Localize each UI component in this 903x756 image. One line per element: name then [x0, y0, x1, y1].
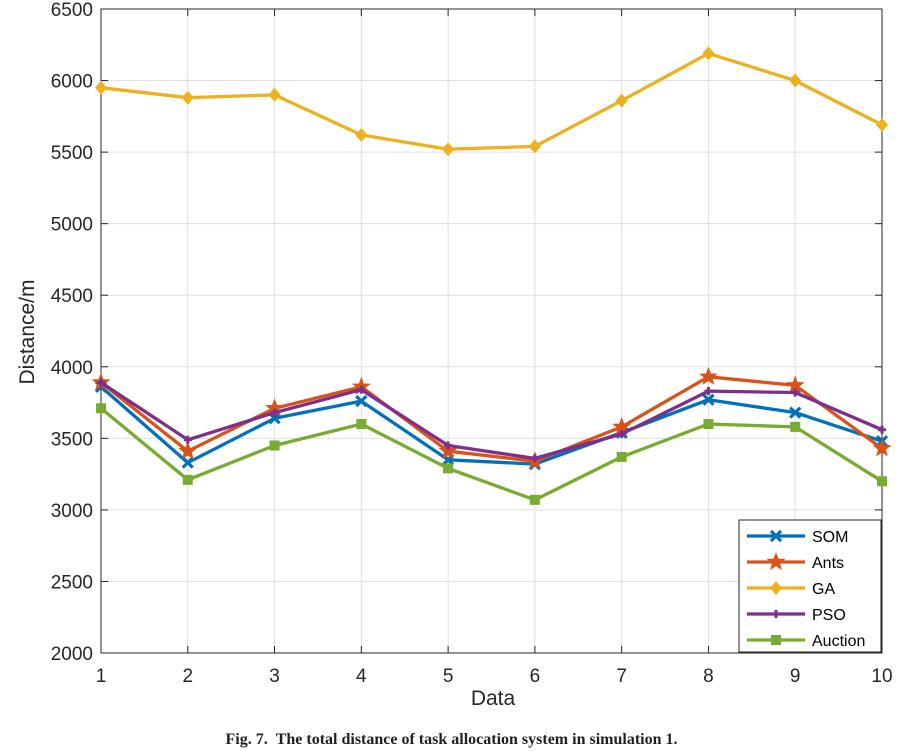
figure-caption: Fig. 7. The total distance of task alloc…: [0, 731, 903, 749]
data-point-auction: [616, 451, 627, 462]
y-tick-label: 4000: [51, 358, 93, 379]
series-line-som: [99, 385, 883, 466]
series-line-ants: [99, 375, 883, 463]
legend-marker-ga: [770, 581, 782, 595]
x-axis-label: Data: [471, 687, 516, 710]
line-chart: 1 2 3 4 5 6 7 8 9 10 2000 2500 3000 3500 4000 4500 5000 5…: [16, 0, 893, 710]
y-tick-label: 5500: [51, 143, 93, 164]
y-tick-label: 3000: [51, 501, 93, 522]
legend-marker-som: [769, 529, 783, 543]
x-tick-label: 5: [443, 666, 454, 687]
data-point-som: [789, 406, 802, 419]
legend-item-ants: Ants: [747, 552, 844, 572]
series-line-auction: [99, 407, 883, 502]
y-tick-label: 2000: [51, 644, 93, 665]
data-point-auction: [443, 463, 454, 474]
data-point-auction: [96, 403, 106, 414]
series-line-pso: [100, 381, 883, 461]
x-tick-label: 4: [356, 666, 367, 687]
data-point-som: [181, 456, 194, 469]
data-point-pso: [617, 430, 626, 439]
series-line-ga: [100, 51, 883, 151]
x-tick-label: 1: [96, 666, 107, 687]
y-tick-label: 3500: [51, 429, 93, 450]
data-point-pso: [704, 387, 713, 396]
series-auction: [96, 403, 887, 505]
data-point-ga: [268, 87, 281, 102]
data-point-pso: [357, 385, 366, 394]
data-point-ants: [699, 366, 718, 385]
series-layer: [91, 46, 892, 505]
series-pso: [97, 378, 886, 463]
data-point-auction: [182, 474, 193, 485]
legend-item-ga: GA: [747, 581, 835, 598]
y-tick-label: 5000: [51, 215, 93, 236]
figure-number: Fig. 7.: [225, 731, 268, 748]
data-point-ga: [702, 46, 715, 61]
legend-item-auction: Auction: [747, 633, 865, 650]
legend-marker-auction: [771, 635, 781, 645]
data-point-auction: [703, 419, 714, 430]
y-tick-label: 4500: [51, 286, 93, 307]
data-point-pso: [183, 435, 192, 444]
caption-text: The total distance of task allocation sy…: [275, 731, 678, 748]
data-point-ants: [872, 438, 892, 457]
legend-item-pso: PSO: [747, 607, 846, 624]
legend-label-auction: Auction: [812, 633, 865, 650]
x-tick-label: 3: [269, 666, 280, 687]
legend-marker-ants: [766, 552, 786, 571]
legend-label-ants: Ants: [812, 555, 844, 572]
x-tick-label: 9: [790, 666, 801, 687]
data-point-pso: [530, 454, 539, 463]
legend-label-ga: GA: [812, 581, 835, 598]
x-tick-label: 7: [616, 666, 627, 687]
y-tick-label: 2500: [51, 572, 93, 593]
axes-box: [100, 8, 883, 654]
axes: 1 2 3 4 5 6 7 8 9 10 2000 2500 3000 3500 4000 4500 5000 5…: [51, 0, 893, 687]
y-axis-label: Distance/m: [16, 279, 39, 384]
data-point-auction: [877, 476, 887, 487]
data-point-som: [702, 393, 715, 406]
data-point-ants: [438, 441, 458, 460]
data-point-pso: [97, 378, 105, 387]
data-point-ga: [181, 90, 194, 105]
data-point-pso: [270, 408, 279, 417]
data-point-ga: [442, 142, 455, 157]
data-point-som: [355, 394, 368, 408]
y-tick-label: 6000: [51, 72, 93, 93]
data-point-pso: [791, 388, 800, 397]
x-tick-label: 10: [871, 666, 892, 687]
legend: SOM Ants GA PSO Auction: [738, 519, 882, 653]
data-point-ants: [178, 441, 198, 460]
y-tick-label: 6500: [51, 0, 93, 21]
data-point-pso: [444, 441, 453, 450]
data-point-auction: [356, 419, 367, 430]
data-point-pso: [878, 425, 886, 434]
legend-label-som: SOM: [812, 529, 848, 546]
data-point-ga: [876, 117, 888, 132]
x-tick-label: 8: [703, 666, 714, 687]
data-point-ga: [528, 139, 541, 154]
legend-box: [738, 519, 882, 653]
data-point-auction: [529, 494, 540, 505]
legend-label-pso: PSO: [812, 607, 846, 624]
legend-item-som: SOM: [747, 529, 848, 546]
data-point-ga: [95, 80, 107, 95]
x-tick-label: 6: [530, 666, 541, 687]
legend-marker-pso: [772, 610, 780, 618]
data-point-ga: [615, 93, 628, 108]
data-point-ga: [355, 127, 368, 142]
x-tick-label: 2: [182, 666, 193, 687]
data-point-auction: [790, 421, 801, 432]
series-ga: [95, 46, 888, 157]
data-point-ga: [789, 73, 802, 88]
data-point-auction: [269, 440, 280, 451]
